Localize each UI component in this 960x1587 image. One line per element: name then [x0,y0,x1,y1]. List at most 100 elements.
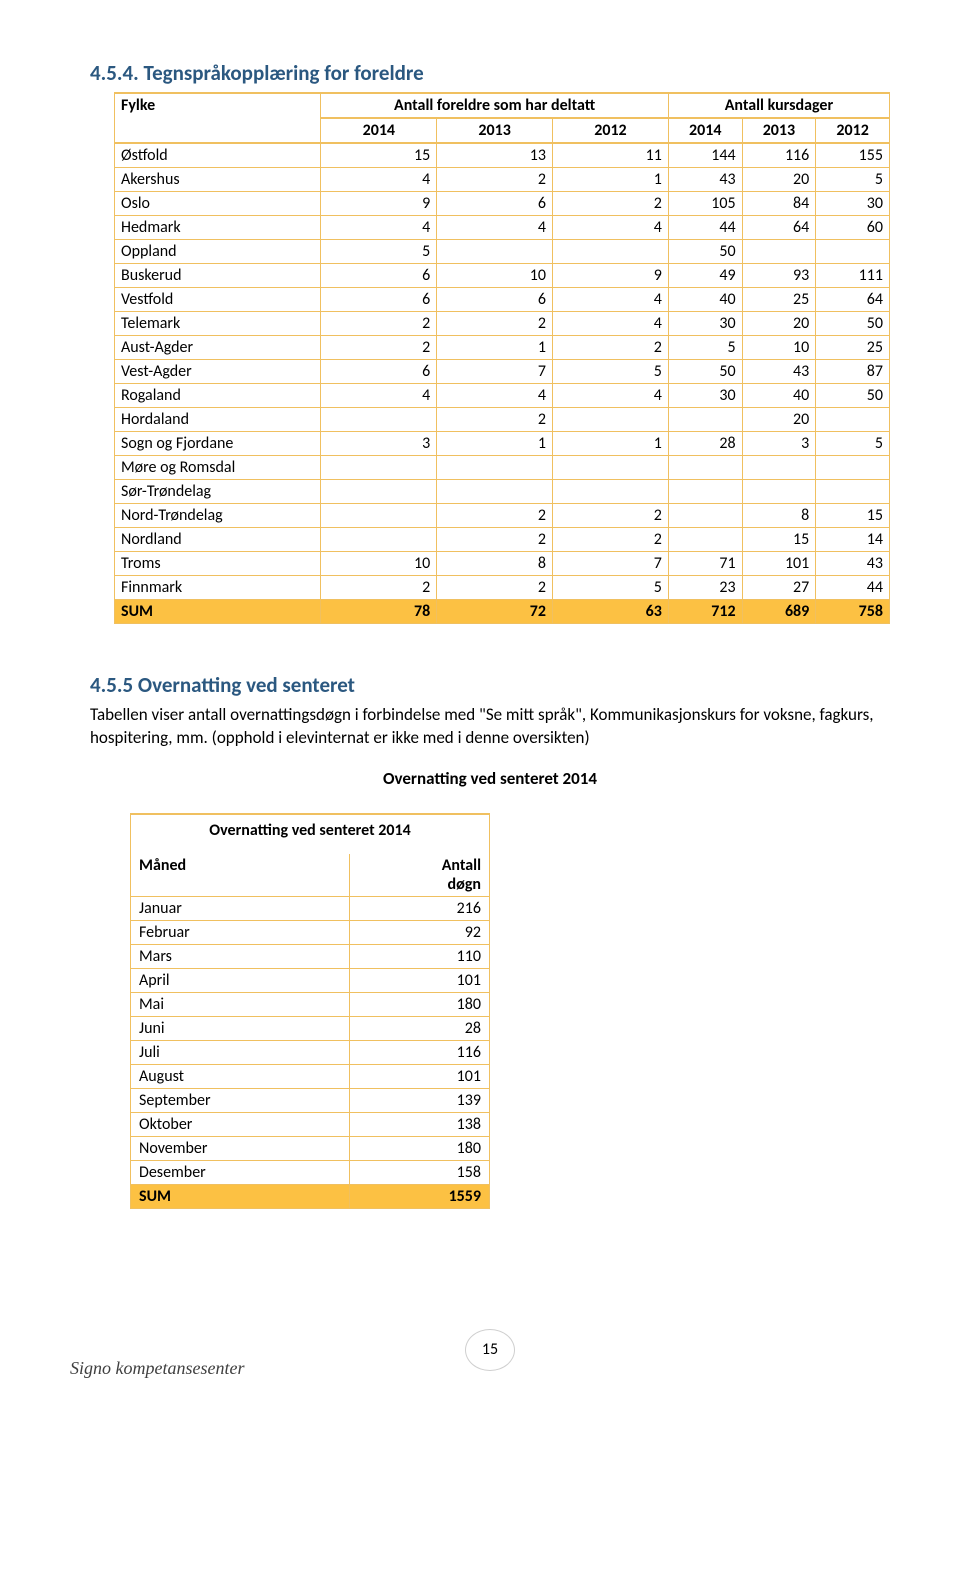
table-row: Nord-Trøndelag22815 [115,504,890,528]
table-454-cell: 101 [742,552,816,576]
table-454-row-label: Hordaland [115,408,321,432]
table-454-row-label: Hedmark [115,216,321,240]
table-454-cell: 44 [816,576,890,600]
table-454-cell: 15 [321,143,437,168]
table-454-cell: 14 [816,528,890,552]
table-455-month: September [131,1088,350,1112]
table-455-value: 92 [350,920,490,944]
table-454-cell: 20 [742,168,816,192]
table-454-cell: 144 [668,143,742,168]
table-454-cell: 5 [553,576,669,600]
table-455-month: Juni [131,1016,350,1040]
table-454-cell: 50 [668,360,742,384]
table-454-cell: 5 [321,240,437,264]
table-454-cell: 23 [668,576,742,600]
table-454-cell: 64 [816,288,890,312]
table-454-cell: 1 [437,336,553,360]
table-row: Desember158 [131,1160,490,1184]
table-455-sum-value: 1559 [350,1184,490,1208]
table-row: Hordaland220 [115,408,890,432]
table-row: Vest-Agder675504387 [115,360,890,384]
table-454-cell: 28 [668,432,742,456]
table-454-cell [321,480,437,504]
table-row: Oktober138 [131,1112,490,1136]
table-row: Oslo9621058430 [115,192,890,216]
table-454-cell [742,480,816,504]
table-454-cell: 155 [816,143,890,168]
table-455-month: Juli [131,1040,350,1064]
table-454-cell: 111 [816,264,890,288]
table-454-row-label: Oslo [115,192,321,216]
table-454-cell: 15 [816,504,890,528]
table-454-cell [437,240,553,264]
table-454-cell: 6 [437,288,553,312]
table-454-row-label: Nord-Trøndelag [115,504,321,528]
table-454-row-label: Akershus [115,168,321,192]
table-row: Telemark224302050 [115,312,890,336]
table-454-cell: 4 [437,384,553,408]
table-row: Troms10877110143 [115,552,890,576]
table-455-value: 216 [350,896,490,920]
table-455-sum-row: SUM1559 [131,1184,490,1208]
table-454-cell: 2 [437,528,553,552]
table-454-cell: 4 [553,312,669,336]
table-454-cell: 87 [816,360,890,384]
footer-brand: Signo kompetansesenter [70,1358,244,1379]
table-454-cell: 4 [437,216,553,240]
table-row: Vestfold664402564 [115,288,890,312]
table-454-cell: 10 [321,552,437,576]
table-454-cell: 10 [437,264,553,288]
table-454-corner: Fylke [115,93,321,143]
table-454-row-label: Nordland [115,528,321,552]
table-455-value: 110 [350,944,490,968]
table-454-cell: 9 [553,264,669,288]
table-454-cell [816,480,890,504]
table-454-cell: 30 [816,192,890,216]
table-row: Sør-Trøndelag [115,480,890,504]
table-454-row-label: Aust-Agder [115,336,321,360]
table-row: Juli116 [131,1040,490,1064]
table-454-year-header: 2012 [816,118,890,143]
table-454-cell: 4 [321,384,437,408]
table-455-col-nights: Antall døgn [350,854,490,897]
table-454-sum-cell: 712 [668,600,742,624]
table-454-cell [553,456,669,480]
table-454-year-header: 2012 [553,118,669,143]
table-454-cell: 4 [321,216,437,240]
table-row: Finnmark225232744 [115,576,890,600]
table-455-month: Mai [131,992,350,1016]
table-454-cell: 2 [553,504,669,528]
table-454-cell [668,504,742,528]
table-454-cell: 20 [742,408,816,432]
table-454-cell: 93 [742,264,816,288]
table-454-cell [321,456,437,480]
table-454-cell: 40 [742,384,816,408]
table-455-col-month: Måned [131,854,350,897]
table-454-cell: 10 [742,336,816,360]
table-454-cell: 9 [321,192,437,216]
table-454-cell: 5 [553,360,669,384]
table-454-cell: 2 [553,336,669,360]
table-454-cell: 2 [437,312,553,336]
table-454-cell: 6 [321,360,437,384]
table-454-cell: 50 [816,312,890,336]
table-454-sum-row: SUM787263712689758 [115,600,890,624]
table-454-year-header: 2014 [668,118,742,143]
table-row: Hedmark444446460 [115,216,890,240]
table-454-cell: 4 [553,288,669,312]
table-454-cell: 84 [742,192,816,216]
table-454-cell: 8 [437,552,553,576]
table-454-row-label: Rogaland [115,384,321,408]
table-454-cell: 11 [553,143,669,168]
table-454-cell [321,528,437,552]
section-455-paragraph: Tabellen viser antall overnattingsdøgn i… [90,704,890,750]
table-455-month: Mars [131,944,350,968]
table-454-row-label: Østfold [115,143,321,168]
table-454-cell [321,408,437,432]
table-454-cell: 15 [742,528,816,552]
table-454-cell: 4 [321,168,437,192]
table-454-cell: 5 [816,432,890,456]
table-454-cell: 6 [321,264,437,288]
table-454-cell: 50 [668,240,742,264]
table-455-value: 138 [350,1112,490,1136]
